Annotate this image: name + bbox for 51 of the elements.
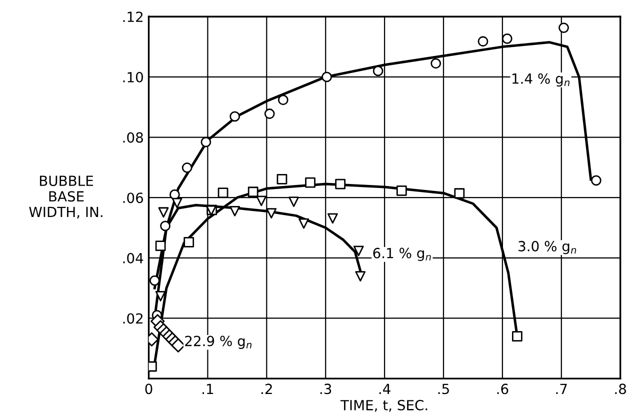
x-tick-label: .4 xyxy=(379,384,390,394)
y-tick-label: .06 xyxy=(123,192,144,204)
point xyxy=(149,275,160,286)
x-tick-label: .5 xyxy=(438,384,449,394)
point xyxy=(454,188,465,199)
y-tick-label: .08 xyxy=(123,132,143,143)
point xyxy=(218,188,228,198)
point xyxy=(502,33,512,44)
point xyxy=(230,111,240,122)
y-tick-label: .02 xyxy=(123,313,143,324)
point xyxy=(512,331,522,342)
point xyxy=(305,177,316,188)
point xyxy=(590,175,602,186)
x-tick-label: .1 xyxy=(202,384,214,394)
point xyxy=(158,207,169,218)
point xyxy=(430,58,442,69)
annotation: 1.4 % g$_{n}$ xyxy=(512,73,570,87)
point xyxy=(248,186,258,198)
point xyxy=(200,136,212,148)
point xyxy=(264,108,275,119)
y-tick-label: .12 xyxy=(123,12,143,22)
annotation: 6.1 % g$_{n}$ xyxy=(373,248,431,262)
annotation: 22.9 % g$_{n}$ xyxy=(185,336,252,349)
point xyxy=(478,36,488,47)
x-tick-label: .7 xyxy=(556,384,567,394)
point xyxy=(327,213,338,224)
y-tick-label: .04 xyxy=(123,252,144,264)
annotation: 3.0 % g$_{n}$ xyxy=(518,240,576,254)
y-axis-title: BUBBLE BASE WIDTH, IN. xyxy=(29,176,102,219)
point xyxy=(558,22,569,33)
point xyxy=(182,162,192,173)
point xyxy=(230,206,240,216)
x-tick-label: .2 xyxy=(262,384,272,394)
x-axis-title: TIME, t, SEC. xyxy=(340,400,428,412)
point xyxy=(322,72,332,82)
x-tick-label: 0 xyxy=(145,384,152,394)
point xyxy=(335,178,346,190)
point xyxy=(160,220,170,232)
point xyxy=(266,208,277,218)
x-tick-label: .3 xyxy=(320,384,332,394)
x-tick-label: .6 xyxy=(497,384,508,394)
point xyxy=(276,174,288,184)
point xyxy=(155,240,166,252)
point xyxy=(355,271,366,282)
y-tick-label: .10 xyxy=(123,72,143,82)
point xyxy=(396,185,407,196)
point xyxy=(256,196,267,206)
point xyxy=(171,338,186,352)
point xyxy=(184,237,194,248)
point xyxy=(353,246,364,256)
x-tick-label: .8 xyxy=(615,384,626,394)
